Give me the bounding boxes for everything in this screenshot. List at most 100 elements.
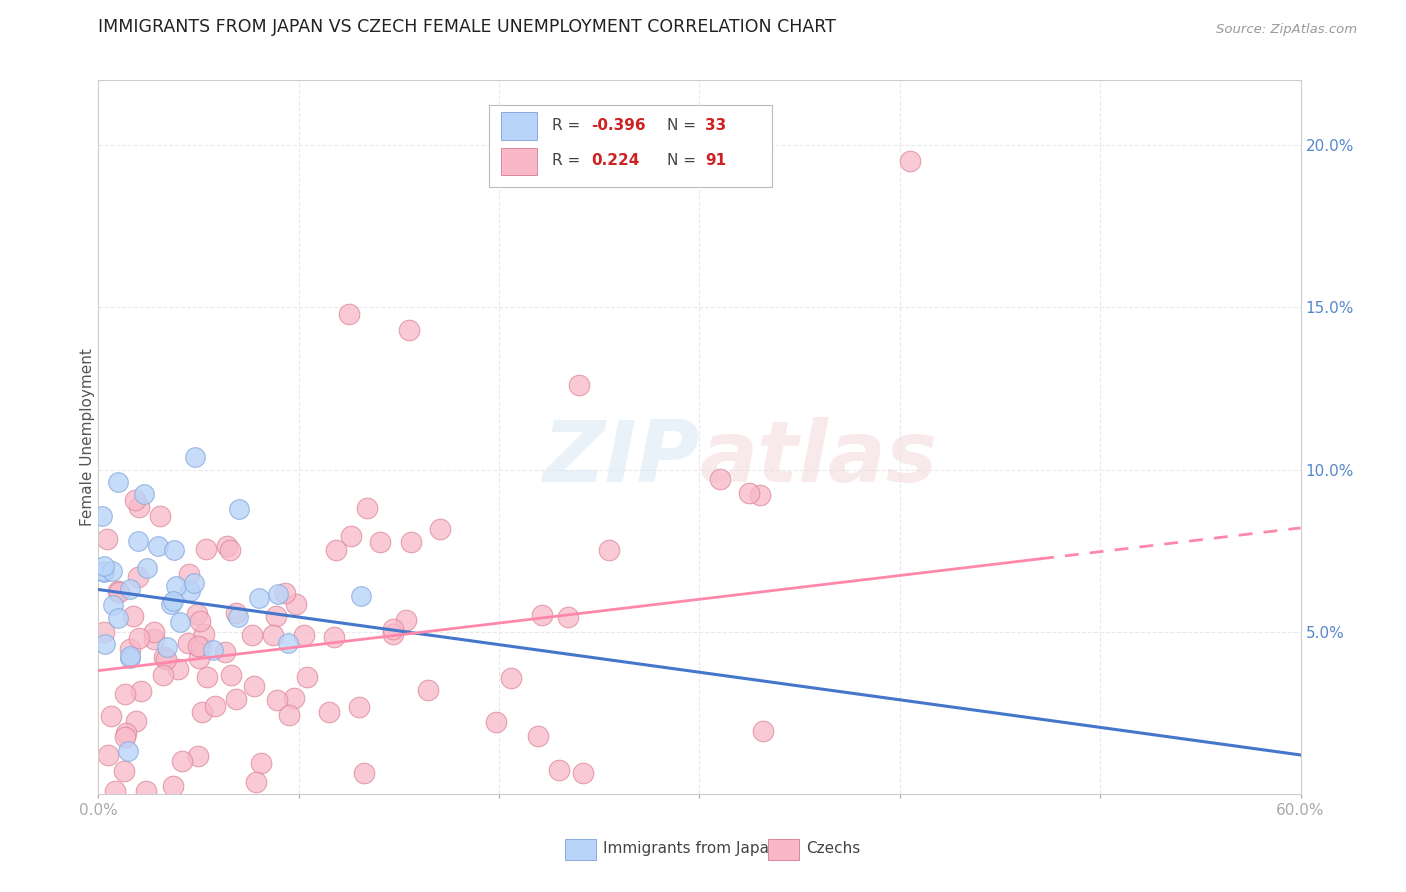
Point [153, 649, 176, 664]
Point [218, 543, 240, 558]
Point [170, 754, 193, 768]
Text: -0.396: -0.396 [592, 118, 645, 133]
Point [292, 627, 315, 641]
Point [169, 615, 191, 629]
FancyBboxPatch shape [501, 148, 537, 175]
Point [285, 597, 308, 611]
Point [107, 611, 129, 625]
Text: 33: 33 [706, 118, 727, 133]
Point [107, 584, 129, 599]
Text: 91: 91 [706, 153, 727, 169]
Point [187, 748, 209, 763]
Point [353, 766, 375, 780]
Point [295, 670, 318, 684]
Point [179, 584, 201, 599]
Point [240, 628, 263, 642]
Text: IMMIGRANTS FROM JAPAN VS CZECH FEMALE UNEMPLOYMENT CORRELATION CHART: IMMIGRANTS FROM JAPAN VS CZECH FEMALE UN… [98, 18, 837, 36]
Point [132, 487, 155, 501]
Point [183, 450, 205, 464]
Point [250, 756, 273, 771]
Point [115, 726, 138, 740]
Point [101, 565, 124, 579]
Point [347, 699, 370, 714]
Point [568, 378, 591, 392]
Point [709, 472, 731, 486]
Point [117, 744, 139, 758]
Point [179, 567, 201, 582]
Point [262, 628, 284, 642]
Point [399, 535, 422, 549]
Point [163, 543, 186, 558]
Text: Czechs: Czechs [807, 841, 860, 856]
Point [264, 608, 287, 623]
Point [112, 764, 135, 779]
Point [245, 775, 267, 789]
Point [135, 783, 157, 797]
Point [225, 606, 247, 620]
Point [165, 579, 187, 593]
Point [283, 691, 305, 706]
Point [356, 501, 378, 516]
Point [215, 539, 238, 553]
Point [572, 765, 595, 780]
Point [350, 590, 373, 604]
Point [177, 635, 200, 649]
Text: N =: N = [666, 153, 702, 169]
Point [91, 509, 114, 524]
Point [93, 625, 115, 640]
Text: ZIP: ZIP [541, 417, 700, 500]
Point [485, 715, 508, 730]
Point [186, 607, 208, 621]
Point [124, 492, 146, 507]
Point [93, 565, 115, 579]
Point [266, 693, 288, 707]
Point [429, 523, 451, 537]
Point [155, 640, 177, 655]
Point [118, 649, 141, 664]
Point [228, 502, 250, 516]
Point [395, 613, 418, 627]
Text: 0.224: 0.224 [592, 153, 640, 169]
Point [101, 598, 124, 612]
Point [190, 614, 212, 628]
Text: Immigrants from Japan: Immigrants from Japan [603, 841, 779, 856]
Text: Source: ZipAtlas.com: Source: ZipAtlas.com [1216, 22, 1357, 36]
Point [598, 542, 620, 557]
Point [531, 608, 554, 623]
Point [204, 699, 226, 714]
Point [381, 627, 404, 641]
Point [325, 542, 347, 557]
Point [527, 729, 550, 743]
Point [274, 586, 297, 600]
Point [195, 542, 218, 557]
FancyBboxPatch shape [768, 838, 799, 860]
Point [146, 539, 169, 553]
Point [225, 692, 247, 706]
Point [557, 610, 579, 624]
FancyBboxPatch shape [489, 105, 772, 187]
Text: R =: R = [551, 118, 585, 133]
Point [155, 651, 177, 665]
Point [127, 534, 149, 549]
Point [191, 705, 214, 719]
Point [128, 632, 150, 646]
Point [100, 709, 122, 723]
FancyBboxPatch shape [501, 112, 537, 139]
Point [94, 637, 117, 651]
Point [247, 591, 270, 606]
Point [91, 564, 114, 578]
Text: atlas: atlas [700, 417, 938, 500]
Point [125, 714, 148, 728]
Point [127, 570, 149, 584]
Point [214, 645, 236, 659]
Point [162, 779, 184, 793]
Point [752, 723, 775, 738]
Y-axis label: Female Unemployment: Female Unemployment [80, 348, 94, 526]
Point [547, 763, 569, 777]
Point [149, 508, 172, 523]
Point [129, 684, 152, 698]
Text: R =: R = [551, 153, 589, 169]
Point [107, 475, 129, 490]
Point [162, 594, 184, 608]
Point [337, 307, 360, 321]
